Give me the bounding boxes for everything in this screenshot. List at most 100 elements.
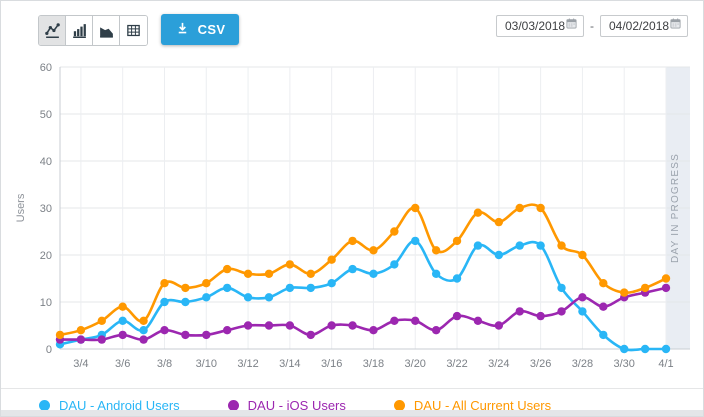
chart-type-table-button[interactable] <box>120 16 147 45</box>
date-from-input[interactable]: 03/03/2018 <box>496 15 584 37</box>
data-point[interactable] <box>390 227 399 236</box>
data-point[interactable] <box>243 293 253 302</box>
data-point[interactable] <box>160 279 169 288</box>
legend-item[interactable]: DAU - Android Users <box>39 398 180 413</box>
data-point[interactable] <box>431 246 441 255</box>
chart-type-area-button[interactable] <box>93 16 120 45</box>
data-point[interactable] <box>452 274 462 283</box>
csv-download-button[interactable]: CSV <box>161 14 239 45</box>
calendar-icon[interactable] <box>565 17 578 35</box>
data-point[interactable] <box>452 311 462 321</box>
data-point[interactable] <box>306 283 315 293</box>
data-point[interactable] <box>181 330 190 340</box>
data-point[interactable] <box>369 326 378 335</box>
legend-item[interactable]: DAU - iOS Users <box>227 398 346 413</box>
data-point[interactable] <box>557 307 566 316</box>
data-point[interactable] <box>264 269 274 278</box>
date-to-input[interactable]: 04/02/2018 <box>600 15 688 37</box>
chart-type-bar-button[interactable] <box>66 16 93 45</box>
data-point[interactable] <box>578 293 587 302</box>
data-point[interactable] <box>390 260 399 269</box>
data-point[interactable] <box>620 344 629 354</box>
data-point[interactable] <box>411 316 420 325</box>
legend-item[interactable]: DAU - All Current Users <box>393 398 551 413</box>
data-point[interactable] <box>494 321 504 330</box>
csv-button-label: CSV <box>197 22 226 37</box>
data-point[interactable] <box>411 203 420 213</box>
data-point[interactable] <box>76 335 86 344</box>
data-point[interactable] <box>264 293 274 302</box>
data-point[interactable] <box>661 283 671 293</box>
data-point[interactable] <box>599 330 608 340</box>
data-point[interactable] <box>473 208 483 217</box>
chart-type-line-button[interactable] <box>39 16 66 45</box>
data-point[interactable] <box>515 241 524 250</box>
data-point[interactable] <box>578 307 587 316</box>
data-point[interactable] <box>452 236 462 246</box>
data-point[interactable] <box>369 269 378 278</box>
data-point[interactable] <box>620 288 629 297</box>
data-point[interactable] <box>599 279 608 288</box>
data-point[interactable] <box>306 330 315 340</box>
data-point[interactable] <box>139 316 148 325</box>
data-point[interactable] <box>536 203 545 213</box>
data-point[interactable] <box>55 330 65 340</box>
data-point[interactable] <box>369 246 378 255</box>
data-point[interactable] <box>494 217 504 227</box>
data-point[interactable] <box>285 321 295 330</box>
data-point[interactable] <box>431 326 441 335</box>
data-point[interactable] <box>76 326 86 335</box>
data-point[interactable] <box>139 326 148 335</box>
data-point[interactable] <box>661 274 671 283</box>
data-point[interactable] <box>243 269 253 278</box>
data-point[interactable] <box>327 255 336 264</box>
data-point[interactable] <box>118 316 127 325</box>
data-point[interactable] <box>264 321 274 330</box>
data-point[interactable] <box>160 326 169 335</box>
data-point[interactable] <box>536 241 545 250</box>
data-point[interactable] <box>494 250 504 260</box>
data-point[interactable] <box>202 279 211 288</box>
data-point[interactable] <box>222 264 232 274</box>
data-point[interactable] <box>285 260 295 269</box>
data-point[interactable] <box>285 283 295 293</box>
data-point[interactable] <box>515 307 524 316</box>
data-point[interactable] <box>97 335 106 344</box>
data-point[interactable] <box>243 321 253 330</box>
data-point[interactable] <box>557 283 566 293</box>
data-point[interactable] <box>306 269 315 278</box>
data-point[interactable] <box>536 311 545 321</box>
dau-line-chart[interactable]: 0 10 20 30 40 50 60 3/4 3/6 3/8 3/10 3/12 3/14 3/16 3/… <box>1 56 703 389</box>
data-point[interactable] <box>327 279 336 288</box>
data-point[interactable] <box>390 316 399 325</box>
calendar-icon[interactable] <box>669 17 682 35</box>
data-point[interactable] <box>348 321 357 330</box>
data-point[interactable] <box>411 236 420 246</box>
data-point[interactable] <box>348 264 357 274</box>
data-point[interactable] <box>431 269 441 278</box>
data-point[interactable] <box>578 250 587 260</box>
data-point[interactable] <box>599 302 608 311</box>
data-point[interactable] <box>640 283 650 293</box>
x-tick-label: 3/14 <box>279 358 300 370</box>
data-point[interactable] <box>202 293 211 302</box>
data-point[interactable] <box>181 297 190 307</box>
data-point[interactable] <box>661 344 671 354</box>
data-point[interactable] <box>327 321 336 330</box>
data-point[interactable] <box>118 302 127 311</box>
table-icon <box>125 22 142 39</box>
data-point[interactable] <box>222 326 232 335</box>
data-point[interactable] <box>139 335 148 344</box>
data-point[interactable] <box>222 283 232 293</box>
data-point[interactable] <box>202 330 211 340</box>
data-point[interactable] <box>348 236 357 246</box>
data-point[interactable] <box>515 203 524 213</box>
data-point[interactable] <box>97 316 106 325</box>
data-point[interactable] <box>640 344 650 354</box>
data-point[interactable] <box>473 241 483 250</box>
data-point[interactable] <box>118 330 127 340</box>
data-point[interactable] <box>473 316 483 325</box>
data-point[interactable] <box>557 241 566 250</box>
data-point[interactable] <box>160 297 169 307</box>
data-point[interactable] <box>181 283 190 293</box>
